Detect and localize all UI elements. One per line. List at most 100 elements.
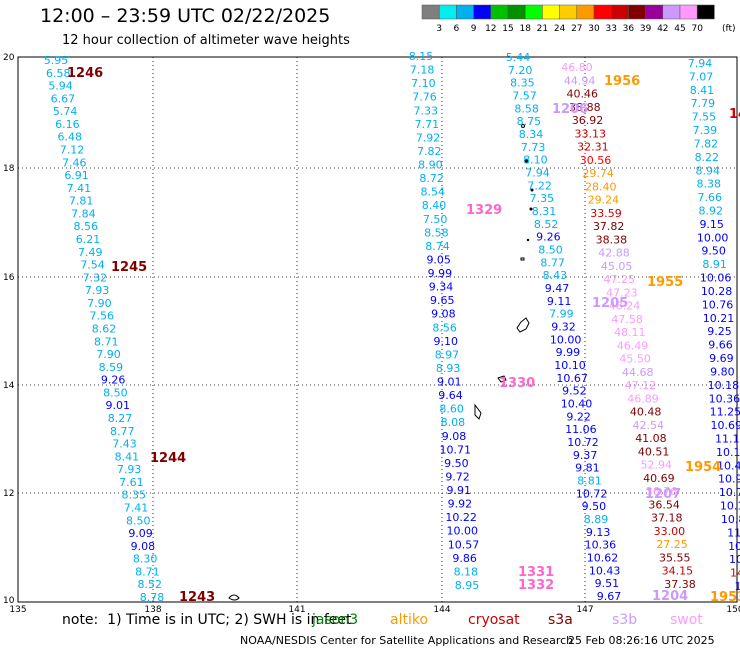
wave-height-value: 11.06 [565,423,597,436]
island-shape [228,594,240,601]
wave-height-value: 8.60 [439,403,464,416]
wave-height-value: 9.52 [562,385,587,398]
wave-height-value: 7.84 [71,207,96,220]
wave-height-value: 7.41 [67,182,92,195]
pass-time-label: 1205 [592,296,628,311]
wave-height-value: 8.71 [135,565,160,578]
color-scale-unit: (ft) [722,24,736,34]
wave-height-value: 9.08 [431,308,456,321]
wave-height-value: 7.93 [85,284,110,297]
wave-height-value: 7.12 [60,144,85,157]
color-scale-tick: 9 [471,24,477,34]
wave-height-value: 40.48 [630,406,662,419]
color-scale-tick: 30 [588,24,600,34]
wave-height-value: 9.09 [128,527,153,540]
wave-height-value: 10.36 [709,392,740,405]
wave-height-value: 40.51 [638,445,670,458]
wave-height-value: 8.91 [702,258,727,271]
wave-height-value: 37.38 [664,578,696,591]
wave-height-value: 9.01 [105,399,130,412]
latitude-tick: 16 [3,273,15,283]
longitude-tick: 147 [576,605,593,615]
wave-height-value: 40.69 [643,472,675,485]
wave-height-value: 8.54 [421,186,446,199]
color-scale-tick: 39 [640,24,652,34]
wave-height-value: 7.79 [691,97,716,110]
wave-height-value: 33.13 [574,127,606,140]
wave-height-value: 9.81 [575,462,600,475]
wave-height-value: 9.11 [547,295,572,308]
wave-height-value: 45.50 [619,353,651,366]
wave-height-value: 8.31 [532,205,557,218]
wave-height-value: 8.71 [94,335,119,348]
color-scale-tick: 18 [519,24,531,34]
island-outlines [228,124,534,601]
wave-height-value: 48.11 [614,326,646,339]
wave-height-value: 8.92 [698,205,723,218]
wave-height-value: 7.99 [549,308,574,321]
wave-height-value: 8.50 [126,514,151,527]
wave-height-value: 8.34 [519,128,544,141]
island-dot [521,124,525,128]
wave-height-value: 7.56 [89,310,114,323]
wave-height-value: 10.4 [717,459,740,472]
wave-height-value: 5.74 [53,105,78,118]
wave-height-value: 7.41 [124,502,149,515]
wave-height-value: 9.01 [437,376,462,389]
color-scale-tick: 27 [571,24,582,34]
color-scale-tick: 70 [691,24,703,34]
wave-height-value: 10.36 [585,539,617,552]
wave-height-value: 47.25 [604,273,636,286]
wave-height-value: 11 [727,526,740,539]
wave-height-value: 9.50 [701,245,726,258]
wave-height-value: 7.90 [87,297,112,310]
longitude-tick: 144 [433,605,450,615]
wave-height-value: 36.54 [648,498,680,511]
wave-height-value: 5.44 [506,51,531,64]
wave-height-value: 8.78 [140,591,165,604]
wave-height-value: 46.49 [617,339,649,352]
wave-height-value: 8.59 [99,361,124,374]
wave-height-value: 10.1 [720,500,740,513]
wave-height-value: 7.57 [512,90,537,103]
wave-height-value: 9.86 [452,552,477,565]
color-scale-tick: 42 [657,24,668,34]
wave-height-value: 9.50 [444,457,469,470]
wave-height-value: 36.76 [646,485,678,498]
wave-height-value: 7.94 [688,57,713,70]
island-shape [497,375,507,383]
wave-height-value: 6.91 [64,169,89,182]
color-swatch [559,4,578,20]
wave-height-value: 8.27 [108,412,133,425]
wave-height-value: 10.00 [550,333,582,346]
wave-height-value: 7.76 [412,91,437,104]
color-scale-tick: 45 [674,24,685,34]
wave-height-value: 8.81 [577,475,602,488]
wave-height-value: 47.58 [611,313,643,326]
wave-height-value: 7.43 [112,438,137,451]
wave-height-value: 8.62 [92,323,117,336]
wave-height-value: 8.10 [523,154,548,167]
wave-height-value: 8.56 [432,321,457,334]
wave-height-value: 6.21 [76,233,101,246]
wave-height-value: 8.43 [543,269,568,282]
wave-height-value: 44.94 [564,74,596,87]
pass-time-label: 1329 [466,203,502,218]
wave-height-value: 34.15 [662,565,694,578]
wave-height-value: 33.59 [590,207,622,220]
wave-height-value: 6.48 [57,131,82,144]
pass-time-label: 1246 [67,66,103,81]
satellite-legend-item: cryosat [468,612,520,628]
color-swatch [645,4,664,20]
color-scale-tick: 15 [502,24,513,34]
wave-height-value: 10.7 [719,486,740,499]
wave-height-value: 9.51 [595,577,620,590]
wave-height-value: 9.25 [707,325,732,338]
wave-height-value: 47.12 [625,379,657,392]
wave-height-value: 7.93 [117,463,142,476]
color-scale-tick: 24 [554,24,566,34]
color-scale-tick: 33 [605,24,616,34]
wave-height-value: 35.55 [659,551,691,564]
pass-time-label: 1954 [685,460,721,475]
